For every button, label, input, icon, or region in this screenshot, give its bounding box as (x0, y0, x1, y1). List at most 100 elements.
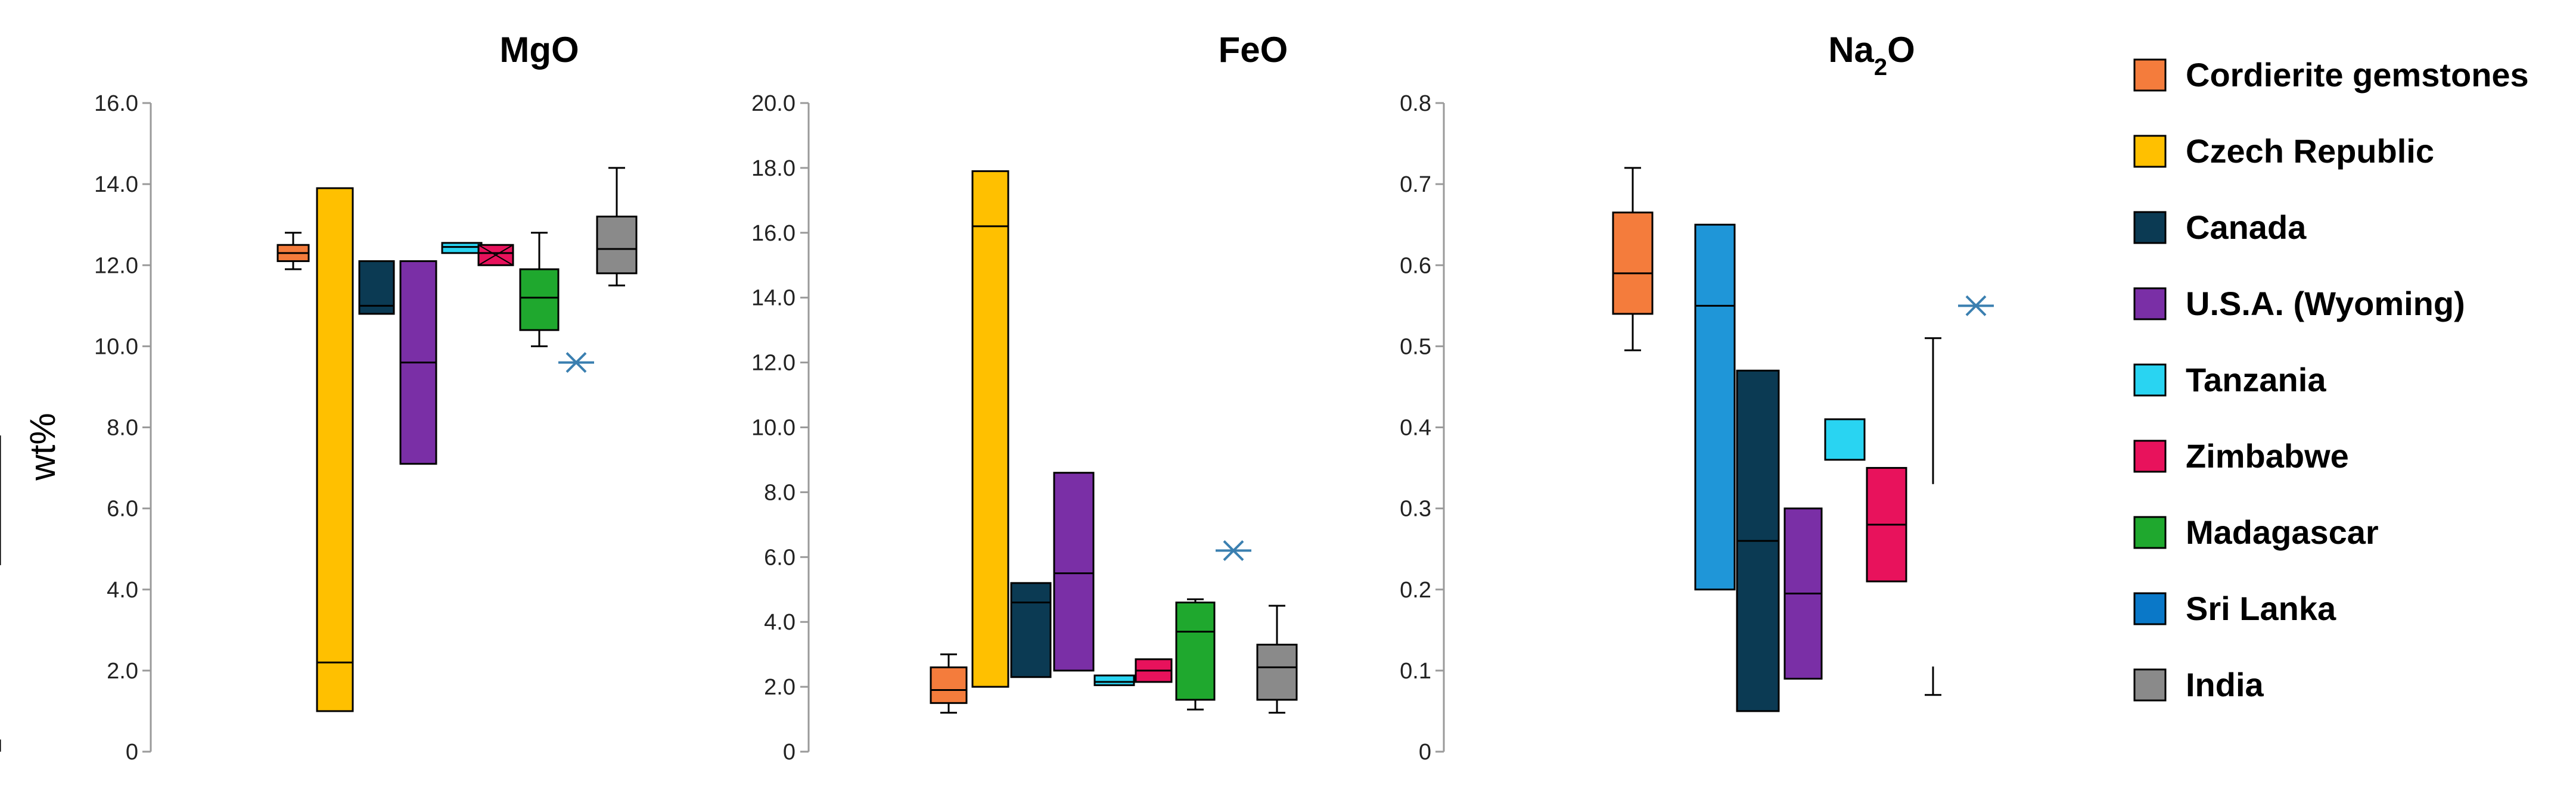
box-tanzania (441, 242, 483, 254)
box-u-s-a-wyoming (1783, 507, 1823, 680)
y-tick-label: 4.0 (764, 610, 796, 635)
legend-item-czech-republic: Czech Republic (2133, 132, 2434, 170)
panels: MgO 0 2.0 4.0 6.0 8.0 10.0 12.0 14.0 16.0 FeO 0 2.0 4… (0, 30, 1994, 765)
box-sri-lanka (1216, 540, 1251, 561)
y-tick-label: 0.8 (1400, 91, 1431, 116)
box-cordierite-gemstones (930, 653, 968, 714)
box-rect (1694, 223, 1736, 591)
marker-line (1965, 295, 1987, 316)
y-tick-label: 12.0 (94, 253, 138, 278)
box-canada (1010, 582, 1052, 678)
panel-feo: FeO 0 2.0 4.0 6.0 8.0 10.0 12.0 14.0 16.0 18.0 20.0 (751, 30, 1298, 765)
legend-item-sri-lanka: Sri Lanka (2133, 590, 2336, 627)
box-india (596, 167, 638, 286)
y-tick-label: 0.3 (1400, 497, 1431, 522)
box-rect (1612, 211, 1654, 315)
box-india (1256, 605, 1298, 714)
y-tick-label: 0.2 (1400, 578, 1431, 603)
y-tick-label: 14.0 (94, 172, 138, 197)
y-tick-label: 2.0 (107, 659, 138, 684)
title-part: Na (1828, 30, 1874, 70)
box-czech-republic (971, 170, 1009, 688)
legend-item-cordierite-gemstones: Cordierite gemstones (2133, 56, 2529, 94)
panel-mgo: MgO 0 2.0 4.0 6.0 8.0 10.0 12.0 14.0 16.0 (94, 30, 638, 765)
legend-label: India (2186, 666, 2264, 703)
marker-line (565, 352, 587, 373)
y-tick-label: 0.5 (1400, 334, 1431, 359)
y-tick-label: 6.0 (764, 545, 796, 570)
legend-label: Zimbabwe (2186, 437, 2349, 475)
legend-label: Cordierite gemstones (2186, 56, 2529, 94)
y-tick-label: 4.0 (107, 578, 138, 603)
box-sri-lanka (558, 352, 594, 373)
box-zimbabwe (1135, 658, 1173, 683)
y-tick-label: 2.0 (764, 675, 796, 700)
legend-swatch (2133, 592, 2167, 625)
legend-label: Sri Lanka (2186, 590, 2336, 627)
box-rect (1010, 582, 1052, 678)
legend-swatch (2133, 516, 2167, 549)
box-canada (1736, 369, 1780, 712)
box-rect (1824, 418, 1866, 461)
y-tick-label: 0 (126, 740, 138, 765)
y-tick-label: 16.0 (751, 221, 796, 246)
legend-swatch (2133, 135, 2167, 168)
y-tick-label: 10.0 (751, 416, 796, 441)
box-u-s-a-wyoming (1053, 472, 1095, 672)
legend-swatch (2133, 58, 2167, 92)
box-cross (478, 244, 514, 266)
y-tick-label: 16.0 (94, 91, 138, 116)
y-tick-label: 0.4 (1400, 416, 1431, 441)
legend: Cordierite gemstones Czech Republic Canada… (2133, 56, 2529, 703)
legend-swatch (2133, 668, 2167, 702)
legend-swatch (2133, 440, 2167, 473)
box-rect (1053, 472, 1095, 672)
legend-label: Madagascar (2186, 513, 2379, 551)
box-canada (358, 260, 395, 315)
y-tick-label: 6.0 (107, 497, 138, 522)
box-rect (1093, 674, 1135, 686)
y-tick-label: 0.6 (1400, 253, 1431, 278)
box-rect (971, 170, 1009, 688)
y-tick-label: 12.0 (751, 351, 796, 376)
box-u-s-a-wyoming (399, 260, 437, 465)
panel-na2o: Na2O 0 0.1 0.2 0.3 0.4 0.5 0.6 0.7 0.8 (0, 30, 1994, 765)
box-rect (519, 268, 560, 331)
legend-label: U.S.A. (Wyoming) (2186, 285, 2465, 322)
legend-item-canada: Canada (2133, 208, 2307, 246)
box-rect (930, 666, 968, 704)
title-part: MgO (499, 30, 579, 70)
box-czech-republic (316, 187, 354, 712)
y-tick-label: 0.1 (1400, 659, 1431, 684)
y-tick-label: 0.7 (1400, 172, 1431, 197)
legend-label: Czech Republic (2186, 132, 2434, 170)
y-axis-label: wt% (23, 413, 63, 481)
legend-swatch (2133, 211, 2167, 244)
legend-label: Canada (2186, 208, 2307, 246)
box-cordierite-gemstones (276, 232, 310, 270)
legend-item-india: India (2133, 666, 2264, 703)
title-part: O (1887, 30, 1915, 70)
y-tick-label: 10.0 (94, 334, 138, 359)
legend-item-u-s-a-wyoming: U.S.A. (Wyoming) (2133, 285, 2465, 322)
y-tick-label: 14.0 (751, 286, 796, 311)
box-cordierite-gemstones (1612, 167, 1654, 351)
box-zimbabwe (1866, 467, 1907, 583)
box-rect (1256, 643, 1298, 701)
y-tick-label: 0 (783, 740, 796, 765)
box-tanzania (1824, 418, 1866, 461)
box-madagascar (1175, 598, 1216, 711)
marker-line (1223, 540, 1244, 561)
legend-item-tanzania: Tanzania (2133, 361, 2326, 398)
y-tick-label: 8.0 (107, 416, 138, 441)
legend-label: Tanzania (2186, 361, 2326, 398)
panel-title: Na2O (1828, 30, 1915, 80)
y-tick-label: 20.0 (751, 91, 796, 116)
legend-swatch (2133, 287, 2167, 320)
box-rect (441, 242, 483, 254)
box-tanzania (1093, 674, 1135, 686)
legend-item-madagascar: Madagascar (2133, 513, 2379, 551)
y-tick-label: 8.0 (764, 480, 796, 505)
panel-title: FeO (1219, 30, 1288, 70)
